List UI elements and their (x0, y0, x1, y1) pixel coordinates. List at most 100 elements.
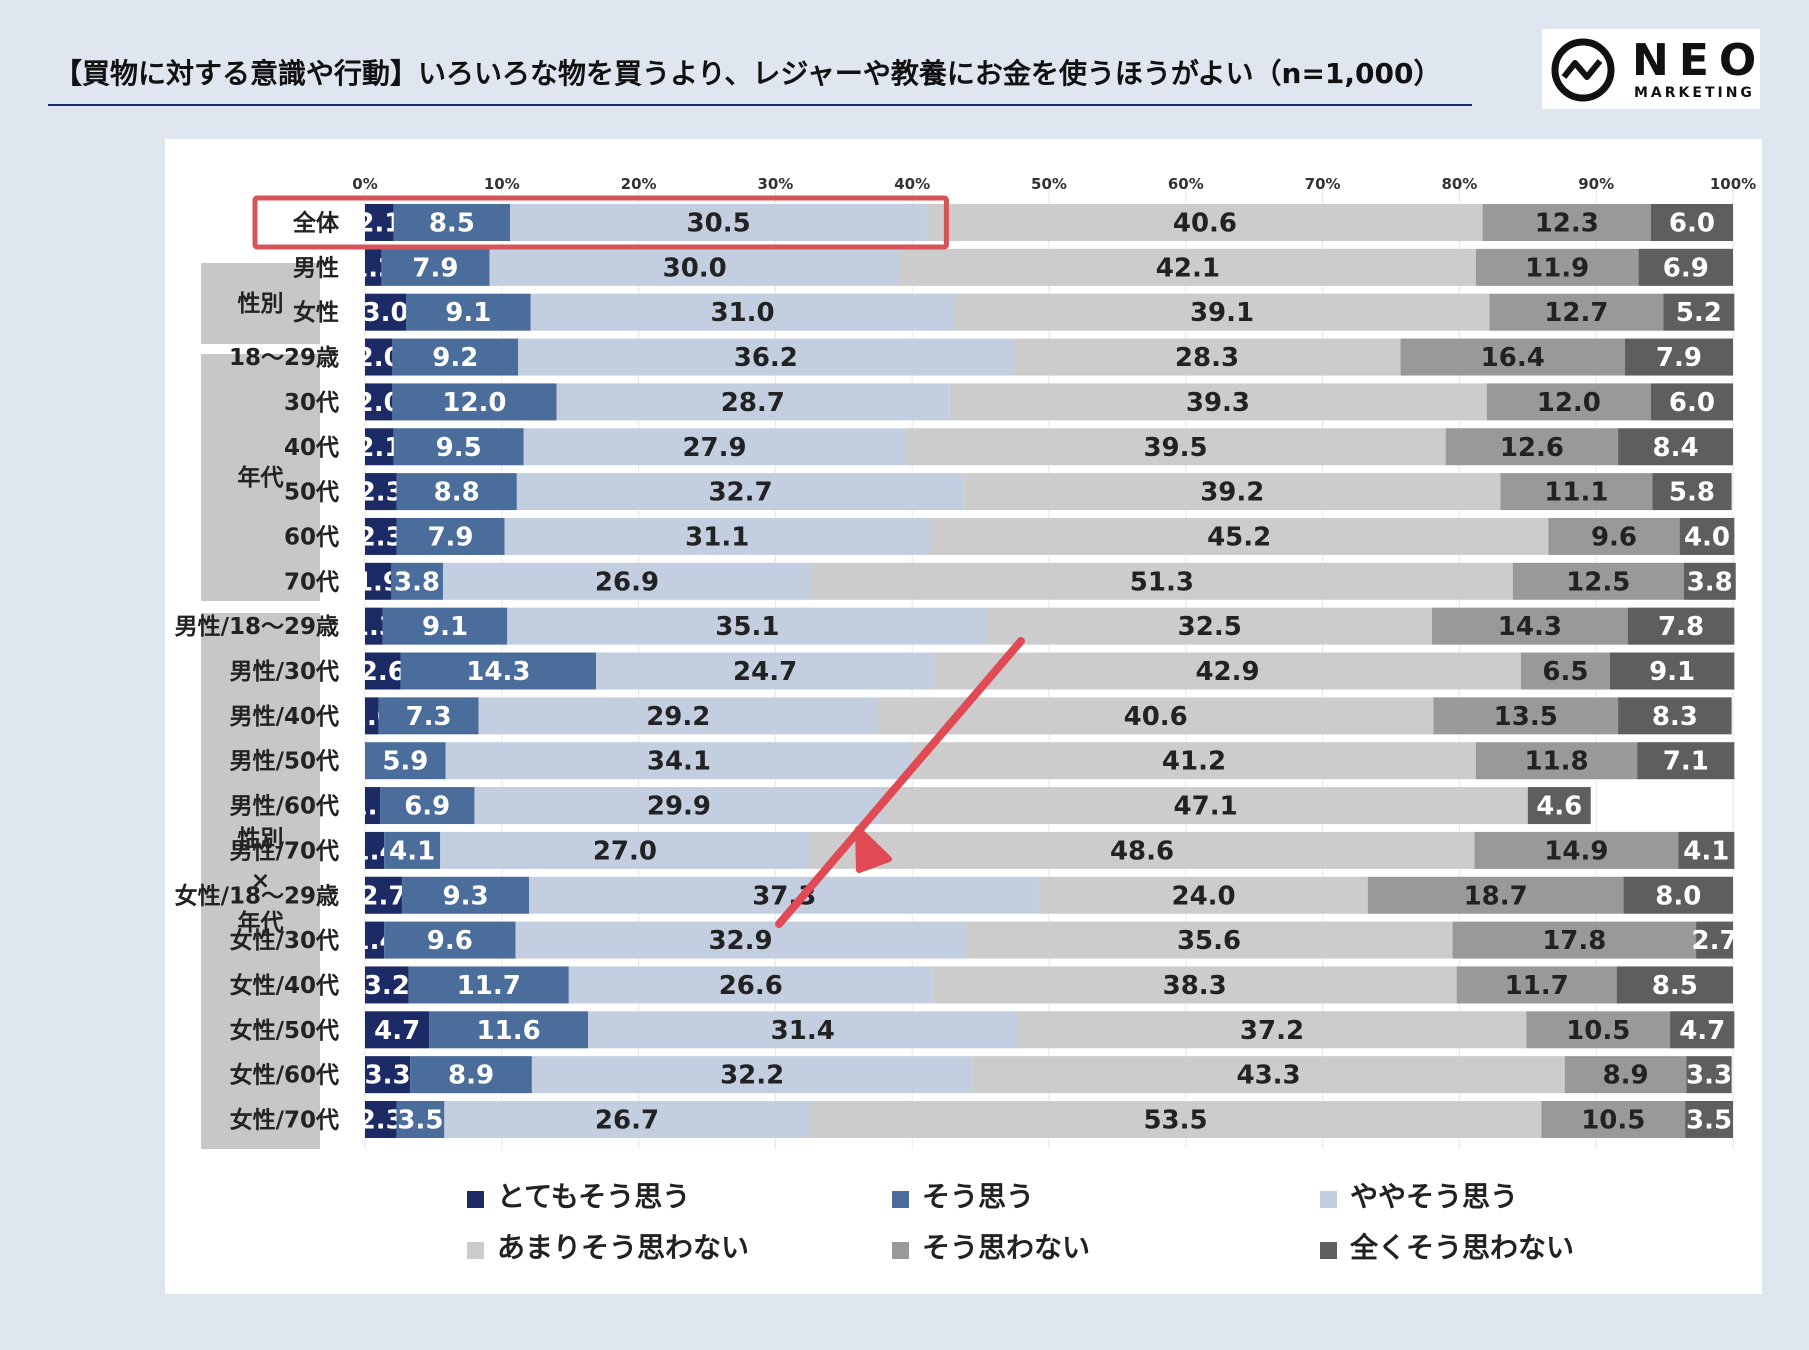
bar-segment (1616, 966, 1733, 1004)
data-label: 5.8 (1669, 478, 1715, 508)
bar-segment (1456, 966, 1617, 1004)
category-label: 男性 (293, 255, 339, 281)
legend-swatch (467, 1191, 484, 1208)
data-label: 8.9 (1603, 1061, 1649, 1091)
bar-segment (1618, 697, 1732, 735)
bar-segment (504, 517, 930, 555)
data-label: 10.5 (1581, 1106, 1645, 1136)
bar-segment (365, 787, 381, 825)
bar-segment (587, 1011, 1018, 1049)
bar-segment (1679, 517, 1735, 555)
bar-segment (444, 1101, 810, 1138)
data-label: 4.7 (1679, 1016, 1725, 1046)
bar-segment (1624, 338, 1733, 376)
data-label: 32.9 (708, 926, 772, 956)
data-label: 30.0 (663, 253, 727, 283)
bar-segment (1474, 831, 1679, 869)
data-label: 42.9 (1195, 657, 1259, 687)
bar-segment (949, 383, 1487, 421)
legend-swatch (892, 1191, 909, 1208)
data-label: 2.6 (360, 657, 406, 687)
data-label: 32.7 (708, 478, 772, 508)
data-label: 2.7 (1692, 926, 1738, 956)
data-label: 45.2 (1207, 522, 1271, 552)
bar-segment (365, 652, 401, 690)
data-label: 12.0 (1537, 388, 1601, 418)
bar-segment (390, 562, 443, 600)
bar-segment (530, 293, 955, 331)
bar-segment (365, 831, 385, 869)
data-label: 31.1 (685, 522, 749, 552)
bar-segment (384, 921, 516, 959)
bar-segment (1548, 517, 1680, 555)
bar-segment (510, 204, 928, 241)
bar-segment (987, 607, 1433, 645)
data-label: 6.0 (1669, 209, 1715, 239)
group-label-gender-age-text: 性別 × 年代 (237, 826, 284, 936)
bar-segment (531, 1056, 973, 1094)
data-label: 37.2 (1240, 1016, 1304, 1046)
data-label: 3.0 (362, 298, 408, 328)
bar-segment (474, 787, 884, 825)
bar-segment (365, 338, 393, 376)
data-label: 4.6 (1536, 792, 1582, 822)
data-label: 53.5 (1143, 1106, 1207, 1136)
bar-segment (568, 966, 933, 1004)
data-label: 18.7 (1464, 881, 1528, 911)
bar-segment (899, 248, 1476, 286)
data-label: 17.8 (1542, 926, 1606, 956)
bar-segment (478, 697, 878, 735)
bar-segment (1489, 293, 1664, 331)
bar-segment (392, 383, 557, 421)
x-tick-label: 50% (1031, 175, 1067, 193)
data-label: 14.9 (1544, 836, 1608, 866)
data-label: 9.6 (1591, 522, 1637, 552)
data-label: 9.2 (432, 343, 478, 373)
x-tick-label: 60% (1168, 175, 1204, 193)
bar-segment (1520, 652, 1610, 690)
bar-segment (365, 562, 391, 600)
bar-segment (365, 1101, 397, 1138)
data-label: 6.5 (1542, 657, 1588, 687)
data-label: 11.6 (477, 1016, 541, 1046)
bar-segment (365, 473, 397, 511)
x-tick-label: 30% (757, 175, 793, 193)
bar-segment (1367, 876, 1624, 914)
bar-segment (809, 1101, 1542, 1138)
chart-panel: 性別 年代 性別 × 年代 0% 10% 20% 30% 40% 50% 60% 70% 80%… (165, 139, 1762, 1294)
bar-segment (365, 517, 397, 555)
legend-swatch (892, 1242, 909, 1259)
bar-segment (365, 248, 382, 286)
bar-segment (1013, 338, 1401, 376)
x-tick-label: 90% (1578, 175, 1614, 193)
data-label: 11.7 (1505, 971, 1569, 1001)
bar-segment (400, 652, 597, 690)
bar-segment (1623, 876, 1733, 914)
bar-segment (365, 293, 407, 331)
category-label: 女性/70代 (230, 1107, 339, 1134)
data-label: 7.3 (406, 702, 452, 732)
data-label: 39.2 (1200, 478, 1264, 508)
bar-segment (393, 428, 524, 466)
data-label: 26.7 (595, 1106, 659, 1136)
data-label: 24.0 (1172, 881, 1236, 911)
bar-segment (523, 428, 906, 466)
bar-segment (516, 473, 965, 511)
bar-segment (392, 338, 519, 376)
bar-segment (489, 248, 900, 286)
data-label: 9.1 (422, 612, 468, 642)
category-label: 男性/50代 (230, 749, 339, 775)
data-label: 11.7 (457, 971, 521, 1001)
legend-label: 全くそう思わない (1350, 1231, 1575, 1264)
bar-segment (384, 831, 441, 869)
bar-segment (1017, 1011, 1527, 1049)
data-label: 27.0 (593, 836, 657, 866)
category-label: 男性/60代 (230, 794, 339, 820)
bar-segment (1039, 876, 1368, 914)
data-label: 4.1 (1683, 836, 1729, 866)
data-label: 13.5 (1494, 702, 1558, 732)
data-label: 3.2 (364, 971, 410, 1001)
bar-segment (365, 383, 393, 421)
data-label: 3.5 (397, 1106, 443, 1136)
data-label: 12.5 (1566, 567, 1630, 597)
